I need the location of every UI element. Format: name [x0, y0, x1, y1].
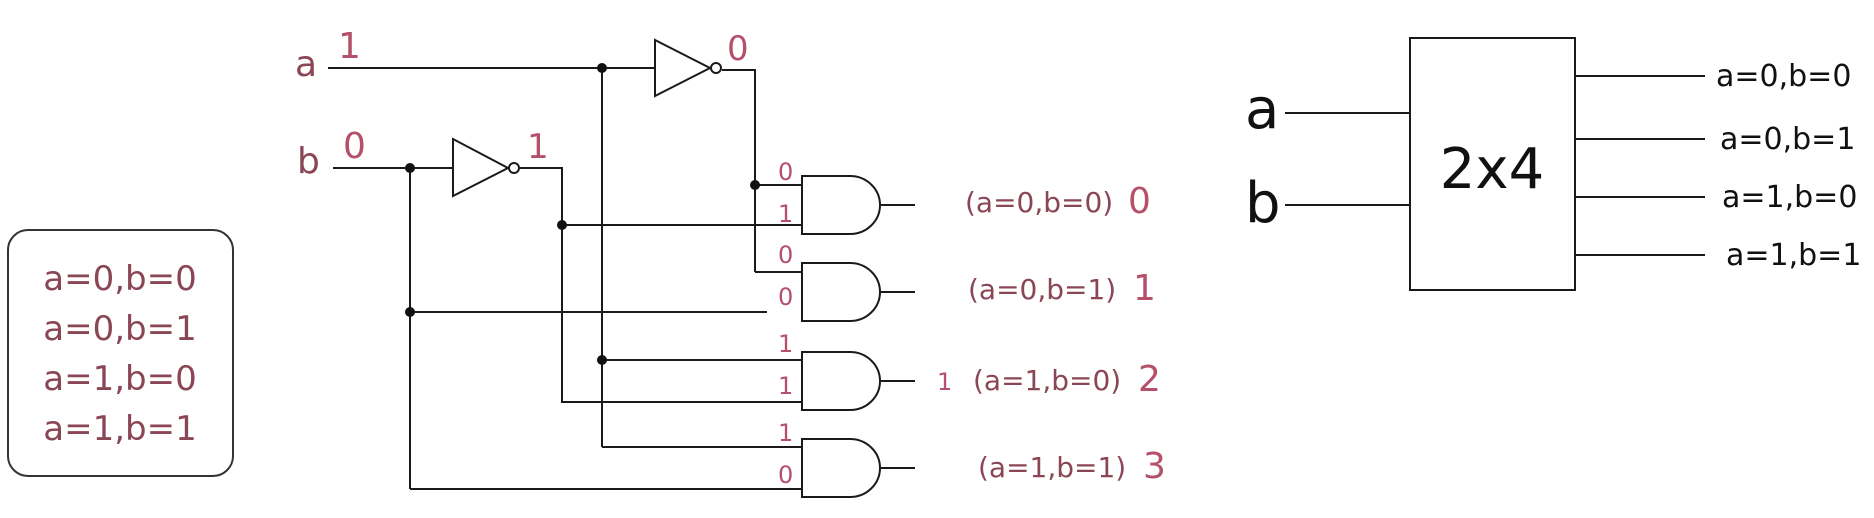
gate-2-in-top: 1: [778, 330, 793, 358]
decoder-block: [1409, 37, 1576, 291]
gate-3-index: 3: [1143, 446, 1166, 487]
input-b-value: 0: [343, 126, 366, 167]
block-output-2: a=1,b=0: [1722, 180, 1857, 215]
block-output-3: a=1,b=1: [1726, 238, 1861, 273]
input-b-label: b: [297, 141, 320, 182]
gate-2-in-bottom: 1: [778, 372, 793, 400]
input-a-label: a: [295, 44, 317, 85]
gate-2-output-value: 1: [937, 368, 952, 396]
junction-dot: [405, 307, 415, 317]
junction-dot: [405, 163, 415, 173]
gate-1-index: 1: [1133, 268, 1156, 309]
gate-0-in-bottom: 1: [778, 200, 793, 228]
gate-0-in-top: 0: [778, 158, 793, 186]
input-a-value: 1: [338, 26, 361, 67]
and-gate-0: [801, 175, 881, 235]
block-output-1: a=0,b=1: [1720, 122, 1855, 157]
and-gate-3: [801, 438, 881, 498]
case-line-2: a=0,b=1: [43, 309, 196, 349]
not-b-output-value: 1: [527, 127, 549, 167]
and-gate-1: [801, 262, 881, 322]
wire-not-b-out: [520, 167, 802, 403]
gate-0-condition: (a=0,b=0): [965, 186, 1113, 219]
not-gate-b: [452, 137, 520, 198]
cases-box: [7, 229, 234, 477]
gate-2-index: 2: [1138, 359, 1161, 400]
decoder-block-title: 2x4: [1440, 137, 1544, 202]
block-input-a-label: a: [1245, 77, 1279, 142]
gate-1-condition: (a=0,b=1): [968, 273, 1116, 306]
junction-dot: [557, 220, 567, 230]
junction-dot: [597, 63, 607, 73]
gate-3-condition: (a=1,b=1): [978, 451, 1126, 484]
gate-1-in-top: 0: [778, 241, 793, 269]
not-gate-a: [654, 38, 722, 98]
gate-1-in-bottom: 0: [778, 283, 793, 311]
block-output-0: a=0,b=0: [1716, 59, 1851, 94]
case-line-1: a=0,b=0: [43, 259, 196, 299]
wire-not-a-out: [722, 69, 802, 186]
gate-0-index: 0: [1128, 181, 1151, 222]
block-input-b-label: b: [1245, 171, 1281, 236]
and-gate-2: [801, 351, 881, 411]
junction-dot: [750, 180, 760, 190]
gate-2-condition: (a=1,b=0): [973, 364, 1121, 397]
gate-3-in-bottom: 0: [778, 461, 793, 489]
case-line-4: a=1,b=1: [43, 409, 196, 449]
wires: [328, 67, 915, 490]
case-line-3: a=1,b=0: [43, 359, 196, 399]
gate-3-in-top: 1: [778, 419, 793, 447]
junction-dot: [597, 355, 607, 365]
not-a-output-value: 0: [727, 29, 749, 69]
